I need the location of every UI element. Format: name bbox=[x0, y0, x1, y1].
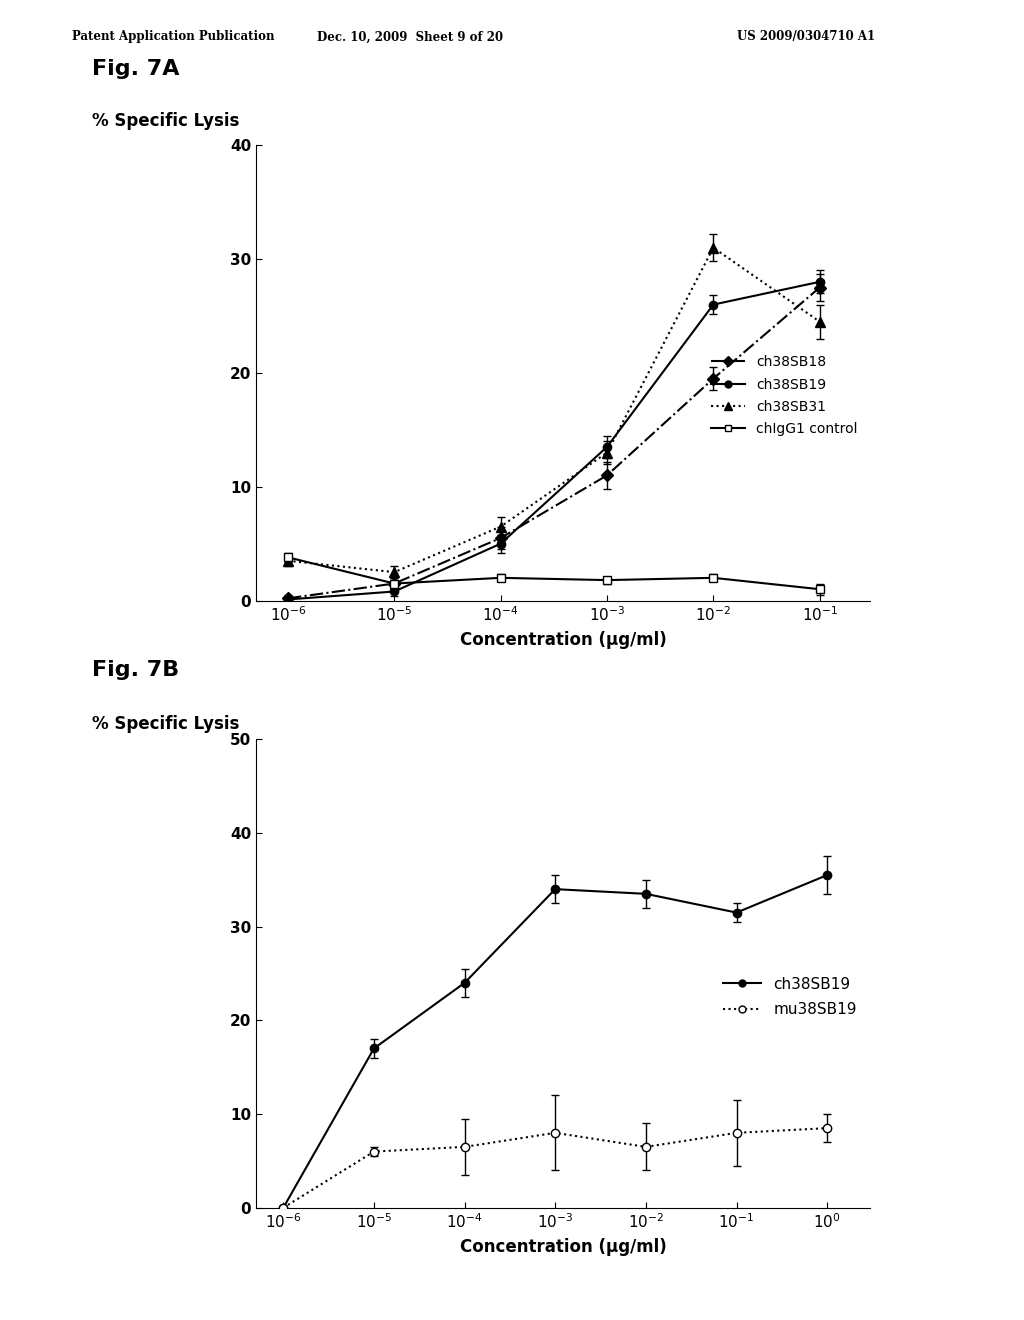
Text: Fig. 7A: Fig. 7A bbox=[92, 59, 179, 79]
Text: US 2009/0304710 A1: US 2009/0304710 A1 bbox=[737, 30, 876, 44]
Legend: ch38SB19, mu38SB19: ch38SB19, mu38SB19 bbox=[717, 970, 863, 1023]
Text: Patent Application Publication: Patent Application Publication bbox=[72, 30, 274, 44]
Text: % Specific Lysis: % Specific Lysis bbox=[92, 715, 240, 734]
X-axis label: Concentration (μg/ml): Concentration (μg/ml) bbox=[460, 1238, 667, 1257]
X-axis label: Concentration (μg/ml): Concentration (μg/ml) bbox=[460, 631, 667, 649]
Legend: ch38SB18, ch38SB19, ch38SB31, chIgG1 control: ch38SB18, ch38SB19, ch38SB31, chIgG1 con… bbox=[705, 350, 863, 442]
Text: Fig. 7B: Fig. 7B bbox=[92, 660, 179, 680]
Text: Dec. 10, 2009  Sheet 9 of 20: Dec. 10, 2009 Sheet 9 of 20 bbox=[316, 30, 503, 44]
Text: % Specific Lysis: % Specific Lysis bbox=[92, 112, 240, 131]
